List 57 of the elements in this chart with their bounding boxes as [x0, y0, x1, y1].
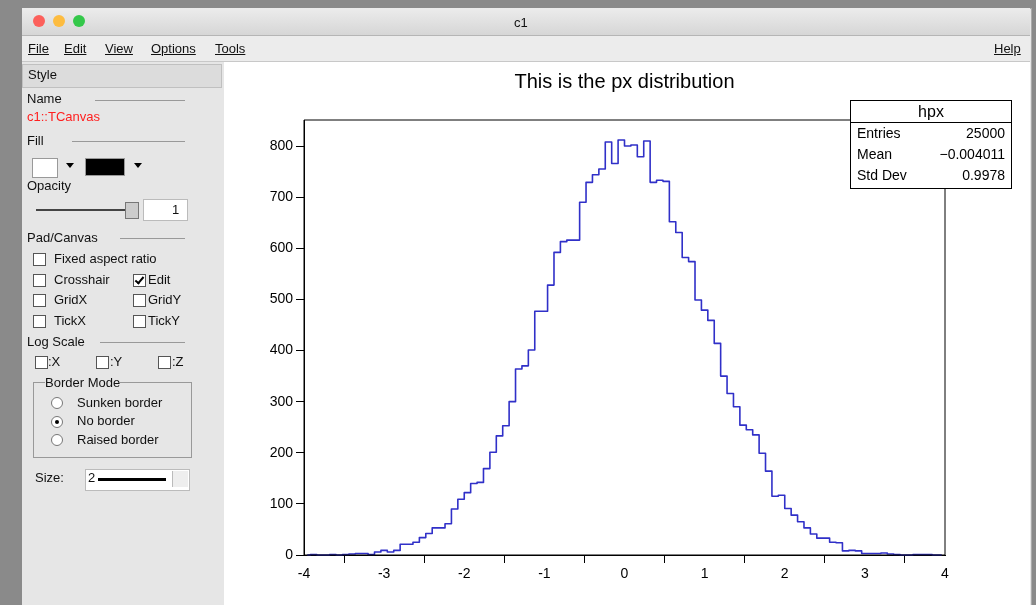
text: Border Mode	[45, 375, 121, 391]
x-tick-label: 1	[700, 565, 709, 582]
text: Edit	[64, 41, 87, 57]
text: c1	[514, 15, 528, 31]
y-tick-label: 600	[269, 239, 294, 256]
x-tick-label: 4	[941, 565, 950, 582]
x-tick-label: -2	[458, 565, 471, 582]
annotation: Std Dev	[857, 166, 907, 185]
text: File	[28, 41, 49, 57]
text: 1	[172, 202, 180, 218]
text: Name	[27, 91, 62, 107]
text: GridX	[54, 292, 88, 308]
text: Tools	[215, 41, 246, 57]
y-tick-label: 100	[269, 494, 294, 511]
text: No border	[77, 413, 135, 429]
text: Edit	[148, 272, 171, 288]
text: Log Scale	[27, 334, 85, 350]
text: Fixed aspect ratio	[54, 251, 157, 267]
text: 25000	[966, 124, 1005, 143]
text: Opacity	[27, 178, 72, 194]
y-tick-label: 700	[269, 188, 294, 205]
text: :X	[48, 354, 61, 370]
y-tick-label: 400	[269, 341, 294, 358]
text: View	[105, 41, 133, 57]
text: c1::TCanvas	[27, 109, 100, 125]
text: 2	[88, 470, 96, 486]
y-tick-label: 500	[269, 290, 294, 307]
x-tick-label: 3	[860, 565, 869, 582]
x-tick-label: -4	[297, 565, 311, 582]
y-tick-label: 800	[269, 136, 294, 153]
y-tick-label: 300	[269, 392, 294, 409]
text: hpx	[851, 101, 1011, 123]
y-tick-label: 200	[269, 443, 294, 460]
text: Style	[28, 67, 57, 83]
text: GridY	[148, 292, 182, 308]
text: Size:	[35, 470, 64, 486]
text: :Z	[172, 354, 184, 370]
x-tick-label: -3	[377, 565, 391, 582]
text: TickX	[54, 313, 87, 329]
text: Raised border	[77, 432, 159, 448]
text: Options	[151, 41, 196, 57]
text: :Y	[110, 354, 123, 370]
annotation: Mean	[857, 145, 893, 164]
text: Pad/Canvas	[27, 230, 98, 246]
x-tick-label: 0	[620, 565, 629, 582]
chart-title: This is the px distribution	[514, 69, 735, 92]
x-tick-label: -1	[538, 565, 551, 582]
annotation: −0.004011	[939, 145, 1005, 164]
x-tick-label: 2	[780, 565, 789, 582]
text: 0.9978	[962, 166, 1005, 185]
text: Fill	[27, 133, 44, 149]
text: TickY	[148, 313, 181, 329]
text: Help	[994, 41, 1021, 57]
text: Crosshair	[54, 272, 110, 288]
annotation: Entries	[857, 124, 901, 143]
y-tick-label: 0	[285, 545, 294, 562]
text: Sunken border	[77, 395, 163, 411]
